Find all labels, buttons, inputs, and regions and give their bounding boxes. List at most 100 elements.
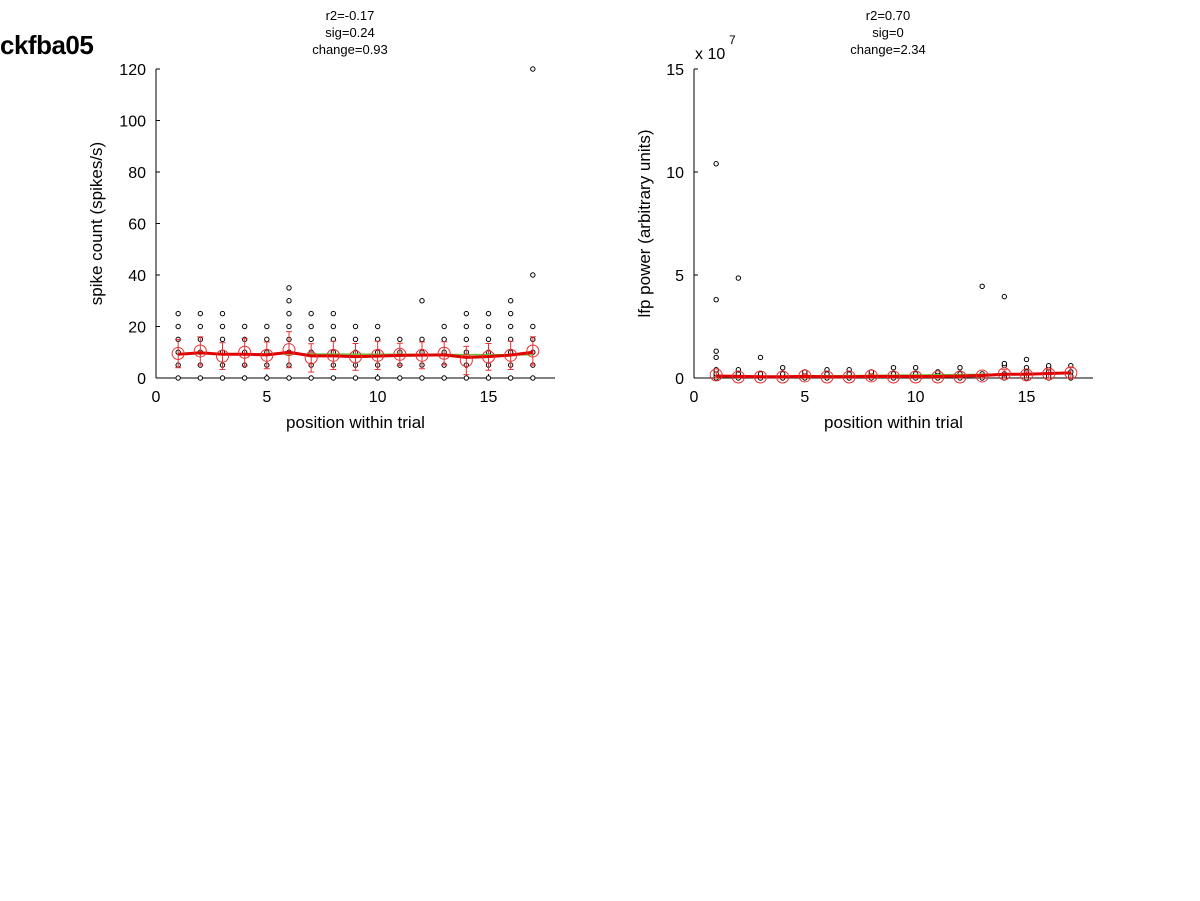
data-point [330, 375, 337, 381]
data-point [935, 369, 941, 375]
mean-marker [326, 348, 340, 362]
data-point [1023, 356, 1030, 363]
y-tick-label: 120 [119, 62, 146, 79]
x-tick-label: 15 [1018, 389, 1036, 406]
stat-line: r2=0.70 [866, 8, 910, 23]
y-tick-label: 100 [119, 114, 146, 131]
data-point [441, 375, 447, 381]
stat-line: sig=0 [872, 25, 903, 40]
mean-marker [1064, 366, 1078, 380]
data-point [530, 323, 536, 330]
data-point [219, 375, 226, 381]
data-point [530, 375, 536, 381]
y-tick-label: 80 [128, 165, 146, 182]
data-point [1001, 360, 1008, 367]
figure-title: ckfba05 [0, 30, 94, 60]
x-tick-label: 10 [907, 389, 925, 406]
data-point [1045, 362, 1052, 369]
mean-marker [754, 370, 767, 384]
data-point [374, 375, 381, 381]
data-point [175, 323, 181, 330]
stat-line: change=0.93 [312, 42, 388, 57]
mean-marker [798, 369, 812, 383]
data-point [485, 323, 492, 330]
data-point [397, 375, 403, 381]
data-point [175, 375, 181, 381]
data-point [463, 310, 470, 317]
mean-marker [415, 348, 429, 362]
exponent-power: 7 [729, 33, 736, 47]
data-point [175, 310, 181, 317]
data-point [397, 336, 403, 343]
data-point [463, 336, 470, 343]
y-tick-label: 20 [128, 320, 146, 337]
mean-marker [1020, 368, 1033, 382]
data-point [713, 354, 719, 361]
y-tick-label: 10 [666, 165, 684, 182]
mean-marker [864, 369, 878, 383]
data-point [286, 323, 292, 330]
data-point [308, 323, 314, 330]
x-axis-label: position within trial [286, 413, 425, 432]
data-point [507, 298, 514, 304]
x-tick-label: 5 [800, 389, 809, 406]
data-point [308, 310, 314, 317]
mean-marker [459, 353, 473, 367]
data-point [286, 298, 292, 304]
data-point [485, 310, 492, 317]
data-point [374, 323, 381, 330]
data-point [757, 354, 764, 361]
data-point [507, 323, 514, 330]
data-point [463, 375, 470, 381]
data-point [308, 375, 314, 381]
data-point [890, 365, 897, 371]
mean-marker [997, 367, 1011, 381]
exponent-label: x 10 [695, 46, 725, 63]
mean-marker [842, 370, 856, 384]
data-point [352, 323, 359, 330]
x-tick-label: 15 [480, 389, 498, 406]
mean-marker [504, 348, 518, 362]
mean-marker [731, 370, 745, 384]
mean-marker [820, 370, 834, 384]
data-point [419, 375, 425, 381]
y-tick-label: 15 [666, 62, 684, 79]
data-point [286, 285, 292, 291]
y-tick-label: 5 [675, 268, 684, 285]
mean-marker [709, 368, 723, 382]
data-point [485, 375, 492, 381]
data-point [1001, 293, 1008, 300]
data-point [485, 336, 492, 343]
mean-marker [909, 370, 923, 384]
data-point [463, 323, 470, 330]
mean-marker [437, 346, 451, 360]
mean-marker [953, 370, 967, 384]
y-tick-label: 40 [128, 268, 146, 285]
data-point [713, 367, 719, 373]
mean-marker [931, 370, 945, 384]
stat-line: r2=-0.17 [326, 8, 375, 23]
data-point [264, 323, 270, 330]
mean-marker [1042, 367, 1056, 381]
data-point [330, 323, 337, 330]
y-tick-label: 0 [137, 371, 146, 388]
data-point [197, 375, 204, 381]
data-point [713, 161, 719, 167]
data-point [713, 348, 719, 354]
data-point [912, 365, 919, 371]
data-point [197, 323, 204, 330]
data-point [441, 323, 447, 330]
y-axis-label: spike count (spikes/s) [87, 142, 106, 305]
y-axis-label: lfp power (arbitrary units) [635, 129, 654, 317]
data-point [779, 365, 786, 371]
data-point [241, 375, 248, 381]
data-point [197, 310, 204, 317]
mean-marker [975, 369, 989, 383]
x-axis-label: position within trial [824, 413, 963, 432]
data-point [219, 336, 226, 343]
data-point [286, 310, 292, 317]
data-point [219, 310, 226, 317]
mean-marker [349, 350, 362, 364]
